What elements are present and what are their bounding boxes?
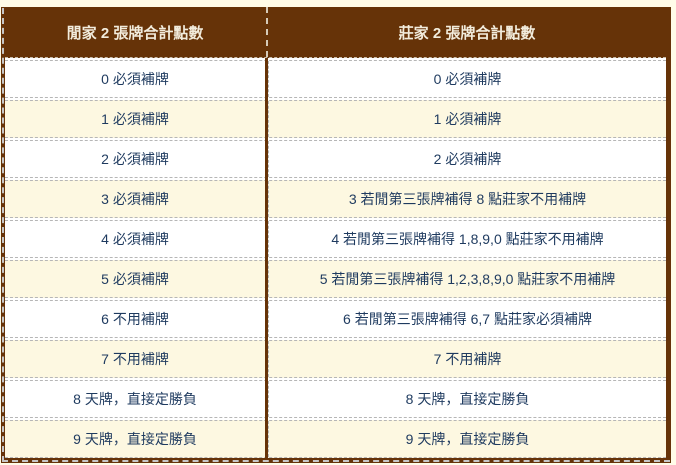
banker-rule-cell: 8 天牌，直接定勝負 [268, 381, 666, 417]
table-row: 0 必須補牌 0 必須補牌 [5, 60, 666, 98]
player-rule-cell: 1 必須補牌 [101, 111, 169, 127]
banker-rule-cell: 6 若閒第三張牌補得 6,7 點莊家必須補牌 [268, 301, 666, 337]
banker-rule-cell: 2 必須補牌 [268, 141, 666, 177]
table-row: 1 必須補牌 1 必須補牌 [5, 100, 666, 138]
player-rule-cell: 7 不用補牌 [101, 351, 169, 367]
player-rule-cell: 0 必須補牌 [101, 71, 169, 87]
player-rule-cell: 4 必須補牌 [101, 231, 169, 247]
banker-rule-cell: 0 必須補牌 [268, 61, 666, 97]
table-row: 6 不用補牌 6 若閒第三張牌補得 6,7 點莊家必須補牌 [5, 300, 666, 338]
table-header-row: 閒家 2 張牌合計點數 莊家 2 張牌合計點數 [5, 7, 666, 58]
player-rule-cell: 6 不用補牌 [101, 311, 169, 327]
player-rule-cell: 5 必須補牌 [101, 271, 169, 287]
table-row: 3 必須補牌 3 若閒第三張牌補得 8 點莊家不用補牌 [5, 180, 666, 218]
table-row: 2 必須補牌 2 必須補牌 [5, 140, 666, 178]
player-rule-cell: 8 天牌，直接定勝負 [73, 391, 197, 407]
player-rule-cell: 3 必須補牌 [101, 191, 169, 207]
table-row: 7 不用補牌 7 不用補牌 [5, 340, 666, 378]
banker-rule-cell: 7 不用補牌 [268, 341, 666, 377]
banker-rule-cell: 1 必須補牌 [268, 101, 666, 137]
table-row: 9 天牌，直接定勝負 9 天牌，直接定勝負 [5, 420, 666, 458]
banker-rule-cell: 5 若閒第三張牌補得 1,2,3,8,9,0 點莊家不用補牌 [268, 261, 666, 297]
rules-table: 閒家 2 張牌合計點數 莊家 2 張牌合計點數 0 必須補牌 0 必須補牌 1 … [1, 7, 671, 463]
table-row: 8 天牌，直接定勝負 8 天牌，直接定勝負 [5, 380, 666, 418]
banker-rule-cell: 3 若閒第三張牌補得 8 點莊家不用補牌 [268, 181, 666, 217]
banker-rule-cell: 9 天牌，直接定勝負 [268, 421, 666, 457]
header-banker-points: 莊家 2 張牌合計點數 [398, 24, 536, 42]
table-body: 0 必須補牌 0 必須補牌 1 必須補牌 1 必須補牌 2 必須補牌 2 必須補… [5, 58, 666, 458]
table-row: 4 必須補牌 4 若閒第三張牌補得 1,8,9,0 點莊家不用補牌 [5, 220, 666, 258]
table-row: 5 必須補牌 5 若閒第三張牌補得 1,2,3,8,9,0 點莊家不用補牌 [5, 260, 666, 298]
column-divider [265, 7, 268, 57]
banker-rule-cell: 4 若閒第三張牌補得 1,8,9,0 點莊家不用補牌 [268, 221, 666, 257]
player-rule-cell: 2 必須補牌 [101, 151, 169, 167]
header-player-points: 閒家 2 張牌合計點數 [66, 24, 204, 42]
player-rule-cell: 9 天牌，直接定勝負 [73, 431, 197, 447]
